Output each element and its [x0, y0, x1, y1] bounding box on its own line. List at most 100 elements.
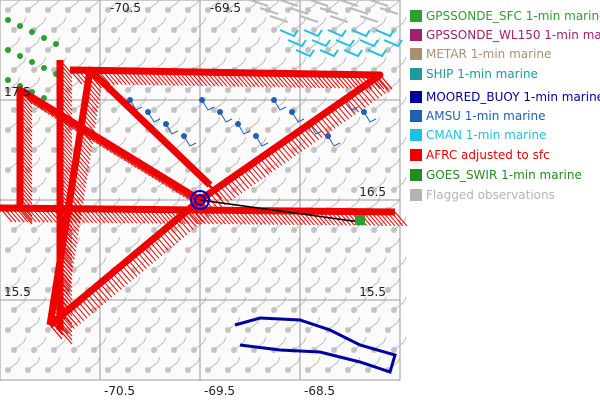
barb	[7, 356, 21, 371]
barb	[273, 16, 287, 31]
barb	[293, 336, 307, 351]
barb	[267, 156, 281, 171]
track-leg	[16, 86, 202, 210]
barb	[227, 76, 241, 91]
barb	[267, 0, 280, 11]
barb	[153, 56, 167, 71]
barb	[327, 316, 341, 331]
barb	[33, 176, 47, 191]
center-marker	[194, 194, 206, 206]
barb	[193, 256, 207, 271]
barb	[347, 236, 361, 251]
barb	[133, 96, 147, 111]
sonde-dot	[29, 29, 35, 35]
barb	[7, 316, 21, 331]
barb	[7, 76, 21, 91]
barb	[247, 236, 261, 251]
legend-swatch	[410, 10, 422, 22]
barb	[313, 296, 327, 311]
barb	[233, 336, 247, 351]
barb	[393, 16, 407, 31]
barb	[367, 276, 381, 291]
amsu-barb	[363, 111, 377, 123]
barb	[253, 16, 267, 31]
legend-swatch	[410, 169, 422, 181]
cman-barb	[303, 29, 323, 38]
barb	[267, 116, 281, 131]
barb	[353, 296, 367, 311]
barb	[393, 176, 407, 191]
barb	[387, 236, 401, 251]
barb	[287, 0, 300, 11]
barb	[327, 36, 341, 51]
barb	[253, 56, 267, 71]
amsu-barb	[237, 123, 251, 135]
barb	[233, 96, 247, 111]
barb	[67, 36, 81, 51]
barb	[387, 156, 401, 171]
barb	[253, 96, 267, 111]
barb	[67, 76, 81, 91]
barb	[273, 96, 287, 111]
gray-barb	[349, 7, 369, 15]
barb	[273, 296, 287, 311]
legend-label: Flagged observations	[426, 188, 555, 202]
barb	[247, 76, 261, 91]
buoy-track	[234, 316, 397, 374]
barb	[87, 0, 100, 11]
barb	[13, 336, 27, 351]
gray-barb	[329, 15, 349, 23]
barb	[127, 316, 141, 331]
barb	[87, 36, 101, 51]
barb	[113, 16, 127, 31]
barb	[7, 36, 21, 51]
barb	[373, 256, 387, 271]
barb	[87, 116, 101, 131]
barb	[167, 356, 181, 371]
barb	[367, 316, 381, 331]
barb	[273, 256, 287, 271]
barb	[87, 316, 101, 331]
barb	[327, 236, 341, 251]
barb	[147, 36, 161, 51]
barb	[393, 296, 407, 311]
legend-label: AFRC adjusted to sfc	[426, 148, 550, 162]
legend: GPSSONDE_SFC 1-min marine GPSSONDE_WL150 …	[410, 9, 600, 202]
barb	[233, 16, 247, 31]
barb	[367, 36, 381, 51]
legend-swatch	[410, 149, 422, 161]
barb	[173, 16, 187, 31]
barb	[213, 336, 227, 351]
amsu-barb	[291, 111, 305, 123]
barb	[313, 56, 327, 71]
barb	[233, 136, 247, 151]
barb	[373, 16, 387, 31]
barb	[213, 16, 227, 31]
cman-barb	[319, 49, 339, 58]
amsu-barb	[255, 135, 269, 147]
barb	[233, 56, 247, 71]
barb	[213, 56, 227, 71]
barb	[213, 136, 227, 151]
barb	[27, 236, 41, 251]
barb	[13, 56, 27, 71]
lat-label: 15.5	[4, 285, 31, 299]
barb	[93, 256, 107, 271]
cman-barb	[383, 39, 403, 48]
lat-label: 17.5	[4, 85, 31, 99]
barb	[153, 16, 167, 31]
barb	[167, 276, 181, 291]
barb	[327, 276, 341, 291]
barb	[73, 336, 87, 351]
barb	[127, 356, 141, 371]
barb	[147, 76, 161, 91]
barb	[207, 36, 221, 51]
barb	[333, 136, 347, 151]
barb	[387, 316, 401, 331]
legend-swatch	[410, 110, 422, 122]
barb	[227, 276, 241, 291]
barb	[93, 296, 107, 311]
gray-barb	[379, 7, 399, 15]
sonde-dot	[5, 17, 11, 23]
barb	[253, 176, 267, 191]
